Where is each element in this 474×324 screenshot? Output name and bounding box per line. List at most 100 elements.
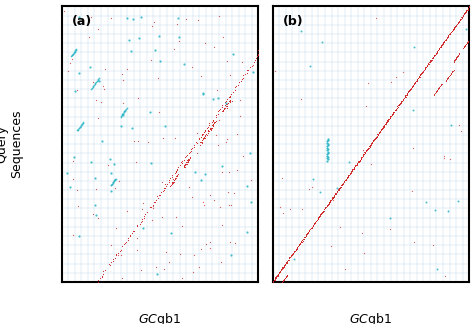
Point bbox=[446, 156, 454, 162]
Point bbox=[410, 81, 418, 87]
Point bbox=[109, 181, 116, 186]
Point bbox=[71, 155, 78, 160]
Point bbox=[365, 145, 372, 151]
Point bbox=[419, 69, 427, 74]
Point bbox=[337, 183, 345, 188]
Point bbox=[412, 79, 420, 84]
Point bbox=[172, 135, 179, 140]
Point bbox=[132, 160, 139, 165]
Point bbox=[86, 65, 94, 70]
Point bbox=[437, 44, 445, 50]
Point bbox=[395, 103, 403, 108]
Point bbox=[442, 77, 450, 83]
Point bbox=[110, 178, 118, 183]
Point bbox=[218, 105, 226, 110]
Point bbox=[186, 156, 193, 161]
Point bbox=[445, 32, 453, 37]
Point bbox=[66, 60, 74, 65]
Point bbox=[457, 128, 465, 133]
Point bbox=[366, 144, 374, 149]
Point bbox=[304, 230, 311, 235]
Point bbox=[214, 143, 221, 148]
Point bbox=[324, 143, 332, 148]
Point bbox=[444, 34, 451, 40]
Point bbox=[424, 63, 431, 68]
Point bbox=[271, 276, 279, 282]
Point bbox=[447, 70, 455, 75]
Point bbox=[161, 186, 168, 191]
Point bbox=[87, 15, 94, 20]
Point bbox=[385, 116, 393, 122]
Point bbox=[282, 261, 289, 266]
Point bbox=[329, 195, 337, 201]
Point bbox=[227, 94, 234, 99]
Point bbox=[372, 135, 379, 141]
Point bbox=[119, 112, 127, 117]
Point bbox=[417, 72, 424, 77]
Point bbox=[425, 62, 432, 67]
Point bbox=[405, 89, 412, 94]
Point bbox=[248, 64, 255, 69]
Point bbox=[435, 47, 443, 52]
Point bbox=[105, 262, 113, 267]
Point bbox=[314, 215, 321, 221]
Point bbox=[438, 41, 446, 47]
Point bbox=[444, 34, 451, 39]
Point bbox=[133, 248, 141, 253]
Point bbox=[456, 16, 464, 21]
Point bbox=[399, 97, 407, 102]
Point bbox=[336, 185, 344, 190]
Point bbox=[276, 270, 283, 275]
Point bbox=[419, 70, 427, 75]
Point bbox=[333, 189, 341, 194]
Point bbox=[365, 145, 373, 150]
Point bbox=[74, 126, 82, 132]
Point bbox=[224, 101, 231, 106]
Point bbox=[92, 213, 100, 218]
Point bbox=[455, 18, 463, 24]
Point bbox=[447, 123, 455, 128]
Point bbox=[438, 81, 446, 86]
Point bbox=[120, 109, 128, 114]
Point bbox=[311, 220, 319, 225]
Point bbox=[335, 186, 343, 191]
Point bbox=[418, 71, 425, 76]
Point bbox=[109, 258, 117, 263]
Point bbox=[401, 94, 409, 99]
Point bbox=[89, 79, 96, 85]
Point bbox=[464, 7, 471, 12]
Point bbox=[283, 272, 291, 278]
Point bbox=[317, 211, 325, 216]
Point bbox=[211, 119, 219, 124]
Point bbox=[306, 226, 314, 231]
Point bbox=[428, 56, 436, 61]
Point bbox=[73, 128, 81, 133]
Point bbox=[149, 206, 156, 211]
Point bbox=[91, 176, 99, 181]
Point bbox=[204, 129, 211, 134]
Point bbox=[73, 187, 81, 192]
Point bbox=[138, 218, 146, 223]
Point bbox=[255, 51, 262, 56]
Point bbox=[458, 15, 465, 20]
Point bbox=[298, 206, 305, 211]
Point bbox=[433, 88, 440, 93]
Point bbox=[170, 180, 177, 185]
Point bbox=[171, 176, 179, 181]
Point bbox=[350, 167, 357, 172]
Point bbox=[72, 47, 80, 52]
Point bbox=[453, 55, 460, 60]
Point bbox=[118, 253, 125, 258]
Point bbox=[197, 177, 204, 182]
Point bbox=[356, 158, 363, 163]
Point bbox=[183, 157, 191, 162]
Point bbox=[199, 200, 206, 205]
Point bbox=[376, 130, 383, 135]
Point bbox=[233, 131, 241, 136]
Point bbox=[167, 230, 174, 236]
Point bbox=[133, 224, 140, 229]
Point bbox=[441, 38, 448, 43]
Point bbox=[296, 241, 304, 246]
Point bbox=[286, 255, 293, 260]
Point bbox=[186, 150, 193, 155]
